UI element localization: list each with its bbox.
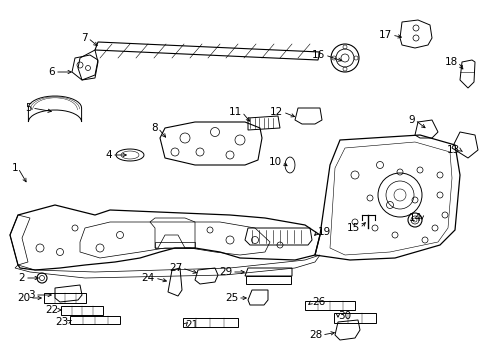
Text: 1: 1 (11, 163, 18, 173)
Text: 4: 4 (105, 150, 112, 160)
Text: 10: 10 (268, 157, 282, 167)
Text: 22: 22 (45, 305, 58, 315)
Text: 17: 17 (378, 30, 391, 40)
Text: 16: 16 (311, 50, 325, 60)
Text: 13: 13 (446, 145, 459, 155)
Text: 26: 26 (311, 297, 325, 307)
Text: 3: 3 (28, 290, 35, 300)
Text: 27: 27 (168, 263, 182, 273)
Text: 15: 15 (346, 223, 359, 233)
Text: 11: 11 (228, 107, 242, 117)
Text: 24: 24 (142, 273, 155, 283)
Text: 6: 6 (48, 67, 55, 77)
Text: 20: 20 (17, 293, 30, 303)
Text: 28: 28 (308, 330, 321, 340)
Text: 19: 19 (317, 227, 330, 237)
Text: 7: 7 (81, 33, 88, 43)
Text: 2: 2 (19, 273, 25, 283)
Text: 12: 12 (269, 107, 283, 117)
Text: 14: 14 (408, 213, 421, 223)
Text: 21: 21 (184, 320, 198, 330)
Text: 5: 5 (25, 103, 32, 113)
Text: 8: 8 (151, 123, 158, 133)
Text: 18: 18 (444, 57, 457, 67)
Text: 23: 23 (55, 317, 68, 327)
Text: 25: 25 (224, 293, 238, 303)
Text: 9: 9 (407, 115, 414, 125)
Text: 29: 29 (218, 267, 231, 277)
Text: 30: 30 (337, 311, 350, 321)
